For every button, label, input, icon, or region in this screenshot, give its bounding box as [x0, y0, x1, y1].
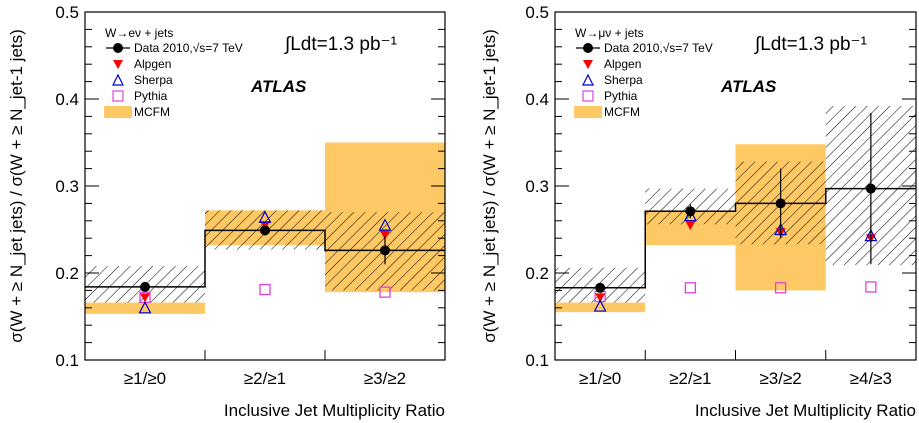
alpgen-point: [140, 293, 150, 303]
data-point: [865, 183, 876, 194]
pythia-point: [379, 286, 391, 298]
pythia-point: [774, 282, 787, 294]
lumi-label: ∫Ldt=1.3 pb⁻¹: [284, 34, 397, 55]
legend-header: W→μν + jets: [575, 26, 644, 40]
y-tick-label: 0.3: [55, 177, 79, 196]
y-axis-title: σ(W + ≥ N_jet jets) / σ(W + ≥ N_jet-1 je…: [480, 29, 499, 343]
y-tick-label: 0.1: [55, 351, 79, 370]
x-tick-label: ≥1/≥0: [579, 369, 621, 388]
legend-alpgen-marker: [113, 60, 123, 69]
alpgen-point: [595, 293, 606, 303]
x-tick-label: ≥3/≥2: [364, 369, 406, 388]
chart-panel-1: 0.1 0.2 0.3 0.4 0.5 ≥1/≥0 ≥2/≥1 ≥3/≥2 Inclusive …: [7, 3, 446, 420]
sherpa-point: [138, 301, 152, 314]
data-point: [595, 282, 606, 293]
alpgen-point: [685, 221, 696, 231]
atlas-label: ATLAS: [720, 77, 777, 96]
x-tick-label: ≥4/≥3: [850, 369, 892, 388]
legend-label: Pythia: [134, 89, 168, 103]
data-point: [685, 206, 696, 217]
mcfm-band: [85, 302, 205, 314]
pythia-point: [865, 281, 877, 293]
y-tick-label: 0.5: [55, 3, 79, 22]
legend-label: Data 2010,√s=7 TeV: [604, 41, 713, 55]
data-histogram-line: [555, 187, 916, 289]
data-point: [260, 225, 270, 236]
legend-label: MCFM: [604, 105, 640, 119]
sherpa-point: [378, 218, 392, 231]
legend-label: MCFM: [134, 105, 170, 119]
legend-sherpa-marker: [112, 73, 124, 86]
x-tick-label: ≥1/≥0: [124, 369, 166, 388]
legend-label: Alpgen: [134, 57, 171, 71]
data-point: [380, 245, 390, 256]
y-tick-label: 0.4: [525, 90, 549, 109]
y-tick-label: 0.1: [525, 351, 549, 370]
sherpa-point: [258, 210, 272, 223]
legend-label: Alpgen: [604, 57, 641, 71]
y-tick-label: 0.4: [55, 90, 79, 109]
pythia-point: [259, 283, 271, 296]
legend-sherpa-marker: [582, 73, 594, 86]
sherpa-point: [593, 299, 607, 312]
lumi-label: ∫Ldt=1.3 pb⁻¹: [754, 34, 867, 55]
legend-label: Sherpa: [134, 73, 173, 87]
x-axis-title: Inclusive Jet Multiplicity Ratio: [224, 401, 445, 420]
legend-label: Sherpa: [604, 73, 643, 87]
atlas-label: ATLAS: [250, 77, 307, 96]
legend-label: Pythia: [604, 89, 638, 103]
alpgen-point: [380, 230, 390, 240]
legend-pythia-marker: [112, 90, 124, 102]
pythia-point: [684, 282, 697, 294]
y-tick-label: 0.2: [55, 264, 79, 283]
legend-data-marker: [113, 43, 123, 53]
y-tick-label: 0.2: [525, 264, 549, 283]
x-tick-label: ≥2/≥1: [244, 369, 286, 388]
legend-data-marker: [583, 43, 593, 53]
data-point: [140, 281, 150, 292]
data-point: [775, 198, 786, 209]
legend-label: Data 2010,√s=7 TeV: [134, 41, 243, 55]
mcfm-band: [555, 302, 646, 313]
y-axis-title: σ(W + ≥ N_jet jets) / σ(W + ≥ N_jet-1 je…: [7, 29, 26, 343]
x-tick-label: ≥3/≥2: [759, 369, 801, 388]
legend-mcfm-marker: [104, 106, 132, 118]
legend-pythia-marker: [582, 90, 594, 102]
legend-mcfm-marker: [574, 106, 602, 118]
y-tick-label: 0.3: [525, 177, 549, 196]
legend-header: W→eν + jets: [105, 26, 173, 40]
y-tick-label: 0.5: [525, 3, 549, 22]
x-tick-label: ≥2/≥1: [669, 369, 711, 388]
legend-alpgen-marker: [583, 60, 593, 69]
chart-panel-2: 0.1 0.2 0.3 0.4 0.5 ≥1/≥0 ≥2/≥1 ≥3/≥2 ≥4/≥3 Inclu…: [480, 3, 917, 420]
x-axis-title: Inclusive Jet Multiplicity Ratio: [695, 401, 916, 420]
